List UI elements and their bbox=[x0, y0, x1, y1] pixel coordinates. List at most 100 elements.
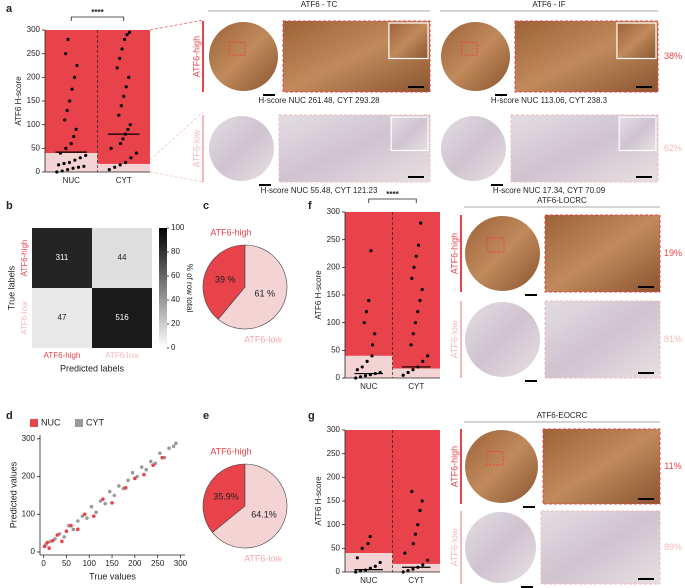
point bbox=[122, 37, 127, 42]
tissue-zoom bbox=[540, 510, 661, 585]
tissue-zoom bbox=[542, 428, 661, 505]
caption: H-score NUC 17.34, CYT 70.09 bbox=[493, 186, 606, 195]
panel-title: ATF6-EOCRC bbox=[537, 411, 588, 420]
colorbar-tick-label: 0 bbox=[171, 343, 176, 352]
point bbox=[118, 163, 122, 167]
point bbox=[419, 221, 423, 225]
percent: 38% bbox=[664, 51, 682, 61]
x-tick-label: NUC bbox=[360, 576, 378, 585]
point bbox=[69, 523, 73, 528]
point bbox=[60, 539, 64, 544]
panel-title: ATF6 - TC bbox=[301, 0, 338, 9]
point bbox=[158, 451, 162, 455]
slice-label: 64.1% bbox=[251, 509, 277, 519]
y-tick-label: 200 bbox=[327, 472, 341, 481]
point bbox=[160, 455, 165, 460]
panel-letter: f bbox=[308, 200, 312, 212]
caption: H-score NUC 113.06, CYT 238.3 bbox=[491, 96, 608, 105]
point bbox=[139, 465, 144, 469]
zoom-box bbox=[486, 451, 504, 466]
percent: 19% bbox=[664, 248, 682, 258]
point bbox=[63, 118, 67, 122]
colorbar-label: % of row total bbox=[185, 264, 194, 313]
point bbox=[124, 85, 128, 89]
panel-letter: d bbox=[6, 410, 13, 422]
x-tick-label: ATF6-high bbox=[44, 351, 81, 360]
zoom-box bbox=[228, 41, 246, 56]
tissue-zoom bbox=[544, 300, 661, 379]
point bbox=[363, 374, 368, 378]
colorbar-tick-label: 40 bbox=[171, 295, 180, 304]
x-tick-label: NUC bbox=[360, 382, 378, 391]
point bbox=[47, 546, 51, 551]
cell-label: 47 bbox=[58, 313, 67, 322]
point bbox=[109, 146, 113, 150]
point bbox=[420, 499, 424, 503]
x-tick-label: CYT bbox=[116, 176, 132, 185]
point bbox=[370, 354, 374, 358]
point bbox=[113, 165, 117, 169]
inset bbox=[616, 22, 657, 60]
point bbox=[409, 343, 413, 347]
point bbox=[76, 519, 80, 523]
y-tick-label: 300 bbox=[27, 25, 41, 34]
point bbox=[82, 164, 86, 168]
point bbox=[65, 108, 69, 113]
point bbox=[365, 359, 369, 363]
connector bbox=[149, 171, 204, 183]
y-tick-label: 0 bbox=[336, 567, 341, 576]
y-tick-label: ATF6-high bbox=[20, 240, 29, 277]
point bbox=[73, 158, 77, 162]
point bbox=[133, 476, 137, 481]
legend-label: NUC bbox=[41, 417, 61, 427]
point bbox=[72, 134, 76, 139]
category-label: ATF6-low bbox=[244, 553, 282, 563]
panel-title: ATF6-LOCRC bbox=[537, 196, 587, 205]
point bbox=[366, 542, 370, 546]
point bbox=[369, 249, 373, 253]
point bbox=[412, 265, 416, 269]
point bbox=[101, 497, 105, 501]
point bbox=[71, 166, 75, 170]
point bbox=[118, 56, 122, 61]
point bbox=[421, 563, 425, 567]
point bbox=[50, 538, 55, 543]
point bbox=[364, 310, 369, 314]
y-tick-label: 100 bbox=[327, 520, 341, 529]
panel-letter: a bbox=[6, 3, 13, 15]
x-tick-label: CYT bbox=[408, 576, 424, 585]
percent: 62% bbox=[664, 143, 682, 153]
tissue-core bbox=[465, 512, 536, 583]
point bbox=[64, 146, 68, 150]
row-label: ATF6-high bbox=[191, 36, 201, 77]
slice bbox=[202, 244, 246, 320]
row-label: ATF6-high bbox=[449, 446, 459, 487]
category-label: ATF6-high bbox=[210, 227, 251, 237]
point bbox=[107, 168, 111, 172]
tissue-core bbox=[209, 116, 274, 181]
point bbox=[123, 486, 128, 490]
colorbar bbox=[159, 228, 167, 348]
y-tick-label: 0 bbox=[31, 547, 36, 556]
slice bbox=[217, 244, 288, 330]
point bbox=[411, 542, 415, 546]
point bbox=[107, 489, 112, 494]
point bbox=[117, 113, 121, 117]
caption: H-score NUC 261.48, CYT 293.28 bbox=[258, 96, 380, 105]
percent: 81% bbox=[664, 334, 682, 344]
point bbox=[125, 33, 129, 37]
point bbox=[89, 504, 94, 509]
point bbox=[68, 99, 72, 103]
point bbox=[413, 321, 418, 325]
point bbox=[413, 532, 418, 536]
y-tick-label: 100 bbox=[327, 318, 341, 327]
point bbox=[410, 276, 414, 280]
point bbox=[115, 66, 119, 70]
point bbox=[134, 151, 138, 155]
point bbox=[126, 478, 130, 483]
y-tick-label: 50 bbox=[331, 543, 340, 552]
y-tick-label: 200 bbox=[27, 72, 41, 81]
y-tick-label: 150 bbox=[327, 290, 341, 299]
point bbox=[42, 544, 47, 549]
low-region bbox=[45, 153, 98, 172]
